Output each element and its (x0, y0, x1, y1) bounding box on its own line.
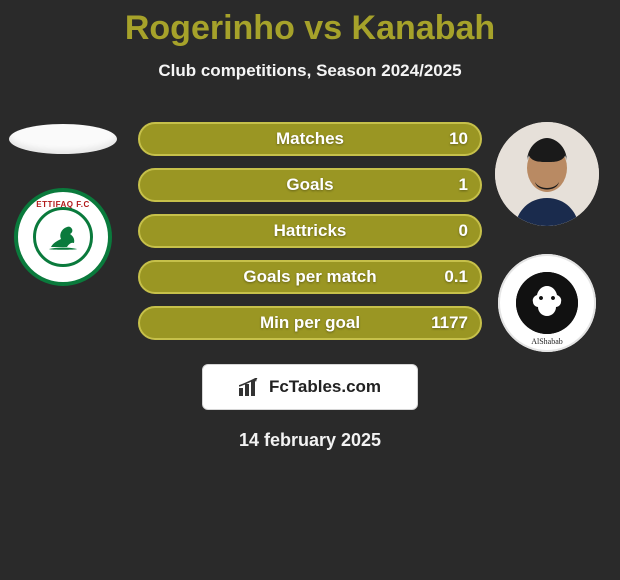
stat-label: Min per goal (260, 313, 360, 333)
stat-row: Min per goal 1177 (138, 306, 482, 340)
right-club-crest: AlShabab (498, 254, 596, 352)
stat-value-right: 0.1 (444, 267, 468, 287)
footer-stack: FcTables.com 14 february 2025 (0, 350, 620, 451)
stat-row: Goals 1 (138, 168, 482, 202)
stats-list: Matches 10 Goals 1 Hattricks 0 Goals per match… (138, 122, 482, 352)
left-player-avatar (9, 124, 117, 154)
fctables-badge[interactable]: FcTables.com (202, 364, 418, 410)
right-club-crest-label: AlShabab (531, 337, 563, 346)
fctables-badge-text: FcTables.com (269, 377, 381, 397)
stat-row: Hattricks 0 (138, 214, 482, 248)
right-player-column: AlShabab (492, 122, 602, 352)
horse-icon (43, 217, 83, 257)
right-player-avatar (495, 122, 599, 226)
stat-value-right: 1 (459, 175, 468, 195)
stat-label: Goals (286, 175, 333, 195)
page-title: Rogerinho vs Kanabah (0, 0, 620, 47)
stat-label: Goals per match (243, 267, 376, 287)
stat-label: Matches (276, 129, 344, 149)
left-club-crest-inner (33, 207, 93, 267)
stat-value-right: 0 (459, 221, 468, 241)
stat-label: Hattricks (274, 221, 347, 241)
stat-row: Matches 10 (138, 122, 482, 156)
stat-row: Goals per match 0.1 (138, 260, 482, 294)
left-player-column: ETTIFAQ F.C (8, 122, 118, 286)
stat-value-right: 10 (449, 129, 468, 149)
right-club-crest-inner (516, 272, 578, 334)
person-icon (495, 122, 599, 226)
comparison-card: Rogerinho vs Kanabah Club competitions, … (0, 0, 620, 580)
lion-icon (516, 272, 578, 334)
bar-chart-icon (239, 378, 261, 396)
left-club-crest: ETTIFAQ F.C (14, 188, 112, 286)
stat-value-right: 1177 (431, 313, 468, 333)
date-line: 14 february 2025 (0, 430, 620, 451)
page-subtitle: Club competitions, Season 2024/2025 (0, 61, 620, 81)
